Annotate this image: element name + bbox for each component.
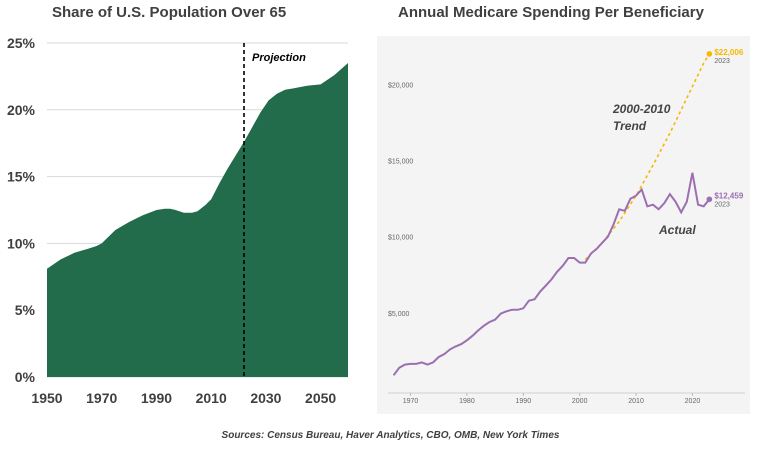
right-x-tick-label: 2000: [572, 398, 588, 405]
left-y-tick-label: 15%: [7, 169, 36, 185]
right-y-tick-label: $5,000: [388, 311, 410, 318]
right-x-tick-label: 2010: [628, 398, 644, 405]
trend-label-line: 2000-2010: [612, 102, 671, 116]
right-x-tick-label: 1990: [516, 398, 532, 405]
actual-end-point: [706, 196, 713, 203]
trend-end-year-label: 2023: [714, 58, 730, 65]
sources-footer: Sources: Census Bureau, Haver Analytics,…: [221, 430, 560, 441]
right-x-tick-label: 2020: [685, 398, 701, 405]
right-x-tick-label: 1980: [459, 398, 475, 405]
left-x-tick-label: 1990: [141, 390, 172, 406]
actual-line: [392, 172, 711, 376]
right-x-tick-label: 1970: [403, 398, 419, 405]
population-over-65-chart: Projection 0% 5% 10% 15% 20% 25% 1950 1970 1990…: [7, 35, 348, 406]
right-y-tick-label: $20,000: [388, 82, 413, 89]
trend-end-value-label: $22,006: [714, 48, 743, 57]
right-plot-panel: [377, 36, 750, 414]
right-chart-title: Annual Medicare Spending Per Beneficiary: [398, 4, 704, 21]
trend-end-point: [706, 51, 713, 57]
left-x-tick-label: 2030: [250, 390, 281, 406]
right-y-tick-label: $15,000: [388, 159, 413, 166]
left-y-tick-label: 25%: [7, 35, 36, 51]
left-x-tick-label: 1970: [86, 390, 117, 406]
left-y-tick-label: 20%: [7, 102, 36, 118]
actual-series-label: Actual: [658, 223, 696, 237]
trend-series-label: 2000-2010 Trend: [612, 102, 671, 133]
population-area: [47, 63, 348, 377]
actual-end-value-label: $12,459: [714, 191, 743, 200]
left-x-tick-label: 2050: [305, 390, 336, 406]
right-x-ticks: 1970 1980 1990 2000 2010 2020: [403, 393, 701, 405]
left-chart-title: Share of U.S. Population Over 65: [52, 4, 287, 21]
left-y-tick-label: 0%: [15, 369, 36, 385]
actual-end-year-label: 2023: [714, 201, 730, 208]
medicare-spending-chart: $5,000 $10,000 $15,000 $20,000 1970 1980 1990…: [377, 36, 750, 414]
right-y-ticks: $5,000 $10,000 $15,000 $20,000: [388, 82, 413, 317]
left-y-tick-label: 5%: [15, 302, 36, 318]
left-x-tick-label: 2010: [196, 390, 227, 406]
left-y-tick-label: 10%: [7, 235, 36, 251]
left-x-tick-label: 1950: [31, 390, 62, 406]
left-x-ticks: 1950 1970 1990 2010 2030 2050: [31, 390, 336, 406]
right-y-tick-label: $10,000: [388, 235, 413, 242]
projection-label: Projection: [252, 52, 306, 64]
trend-label-line: Trend: [613, 119, 647, 133]
left-y-ticks: 0% 5% 10% 15% 20% 25%: [7, 35, 36, 385]
